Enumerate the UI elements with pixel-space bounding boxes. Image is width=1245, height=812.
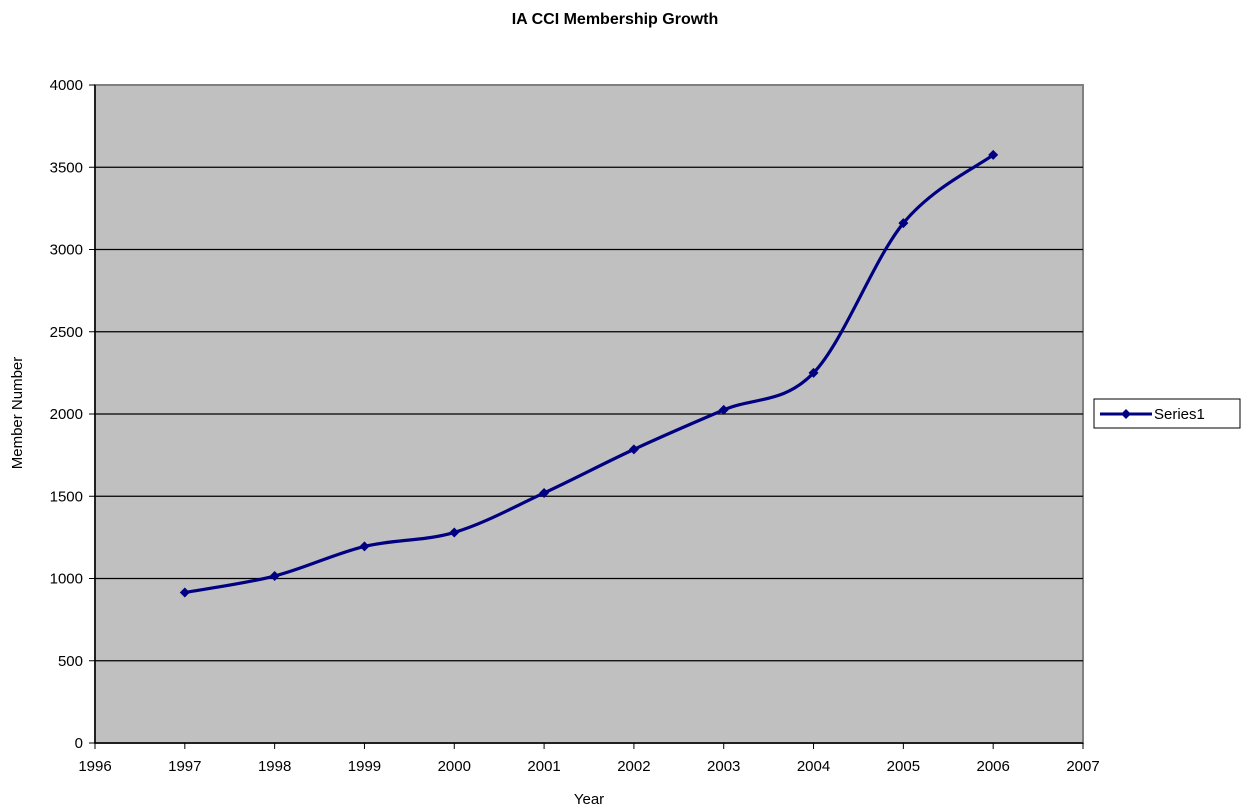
- x-tick-label: 1997: [168, 758, 201, 775]
- y-axis-label: Member Number: [9, 357, 26, 470]
- data-point-marker: [718, 404, 729, 415]
- data-point-marker: [359, 541, 370, 552]
- y-tick-label: 3500: [50, 159, 83, 176]
- data-point-marker: [898, 218, 909, 229]
- y-tick-label: 1500: [50, 488, 83, 505]
- data-point-marker: [449, 527, 460, 538]
- legend-series-label: Series1: [1154, 406, 1205, 423]
- x-tick-label: 2004: [797, 758, 830, 775]
- x-tick-label: 2007: [1066, 758, 1099, 775]
- y-tick-label: 4000: [50, 77, 83, 94]
- y-tick-label: 3000: [50, 242, 83, 259]
- data-point-marker: [269, 571, 280, 582]
- x-tick-label: 2001: [527, 758, 560, 775]
- y-tick-label: 1000: [50, 571, 83, 588]
- x-tick-label: 2002: [617, 758, 650, 775]
- x-tick-label: 1998: [258, 758, 291, 775]
- x-tick-label: 1999: [348, 758, 381, 775]
- y-tick-label: 500: [58, 653, 83, 670]
- data-point-marker: [179, 587, 190, 598]
- y-tick-label: 2500: [50, 324, 83, 341]
- x-tick-label: 2000: [438, 758, 471, 775]
- chart-title: IA CCI Membership Growth: [512, 11, 719, 28]
- legend: Series1: [1093, 398, 1241, 429]
- y-tick-label: 2000: [50, 406, 83, 423]
- axes: 0 500 1000 1500 2000 2500 3000 3500 4000 1996 1997…: [50, 77, 1100, 775]
- y-tick-label: 0: [75, 735, 83, 752]
- x-tick-label: 2005: [887, 758, 920, 775]
- legend-series-marker: [1121, 409, 1131, 419]
- x-tick-label: 1996: [78, 758, 111, 775]
- series-layer: [179, 149, 999, 598]
- data-point-marker: [539, 487, 550, 498]
- data-point-marker: [808, 367, 819, 378]
- series-line: [184, 153, 995, 595]
- x-axis-label: Year: [574, 791, 604, 808]
- x-tick-label: 2003: [707, 758, 740, 775]
- data-point-marker: [628, 444, 639, 455]
- x-tick-label: 2006: [976, 758, 1009, 775]
- data-point-marker: [988, 149, 999, 160]
